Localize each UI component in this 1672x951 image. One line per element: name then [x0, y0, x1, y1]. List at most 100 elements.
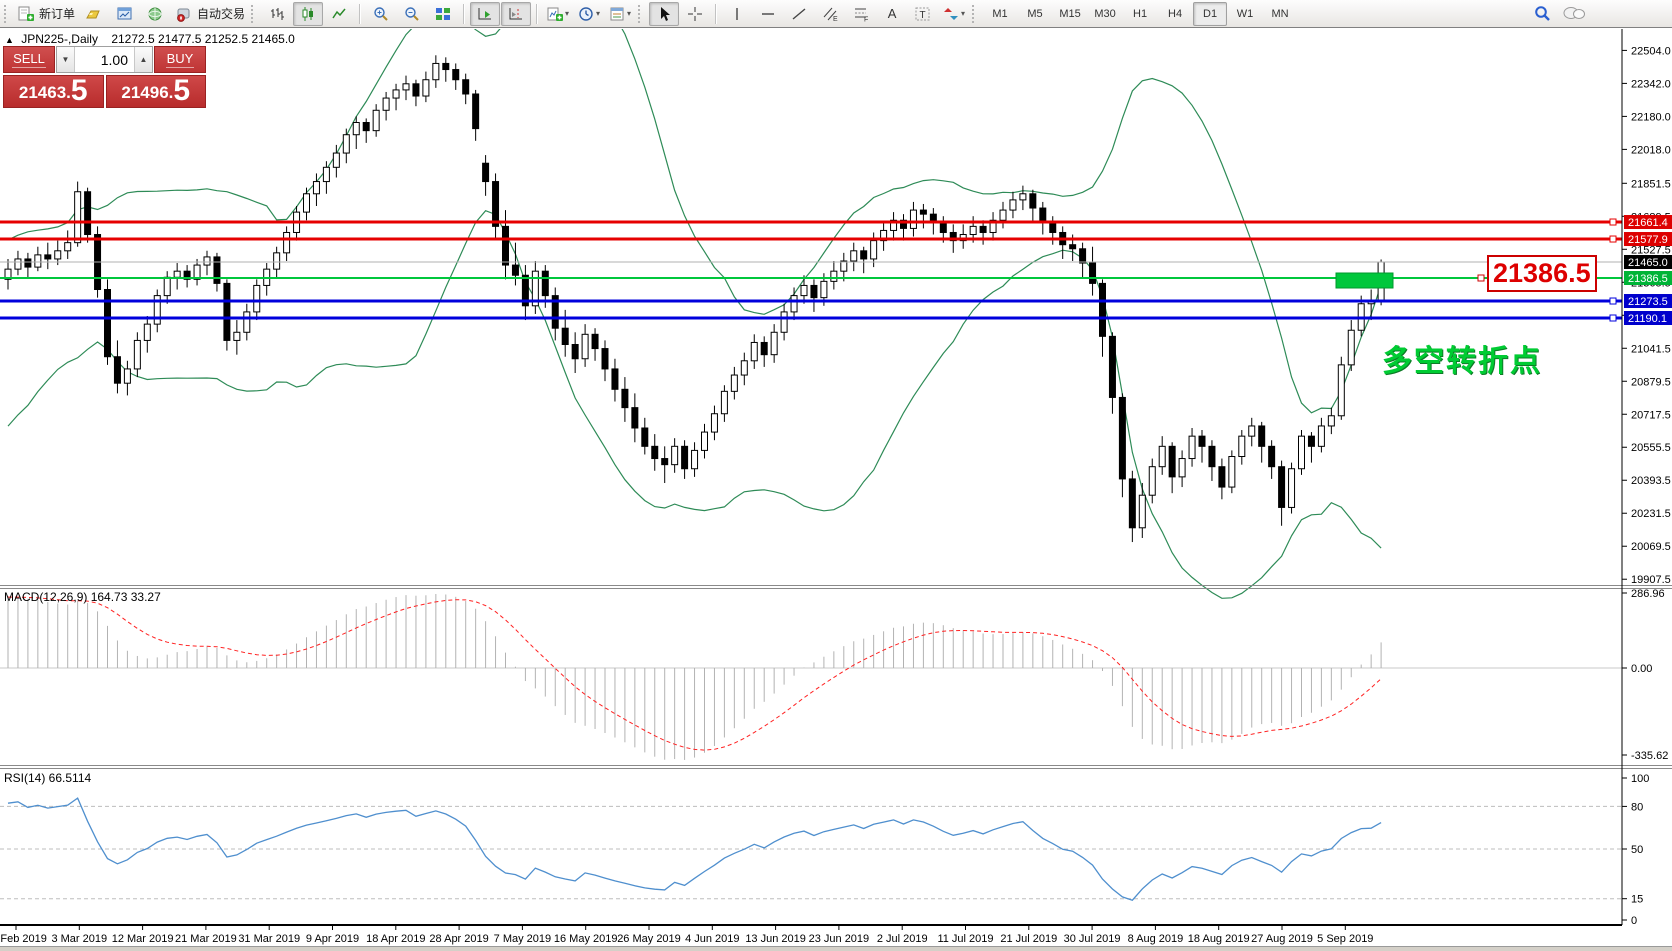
auto-scroll-icon [478, 7, 492, 19]
arrows-button[interactable]: ▾ [939, 2, 969, 26]
volume-input[interactable] [75, 47, 134, 72]
crosshair-button[interactable] [680, 2, 710, 26]
fibonacci-button[interactable]: F [846, 2, 876, 26]
line-chart-button[interactable] [324, 2, 354, 26]
auto-scroll-button[interactable] [470, 1, 501, 26]
templates-dropdown-arrow[interactable]: ▾ [627, 9, 632, 18]
bar-chart-button[interactable] [262, 2, 292, 26]
trendline-button[interactable] [784, 2, 814, 26]
symbol-tree-arrow-icon[interactable]: ▲ [5, 35, 14, 45]
indicators-button[interactable]: ▾ [543, 2, 573, 26]
volume-decrease-button[interactable]: ▼ [57, 47, 75, 72]
tile-windows-icon [436, 7, 451, 20]
zoom-out-button[interactable] [397, 2, 427, 26]
svg-text:T: T [920, 10, 926, 21]
svg-text:31 Mar 2019: 31 Mar 2019 [238, 933, 300, 945]
signal-globe-icon [148, 7, 162, 20]
volume-increase-button[interactable]: ▲ [134, 47, 152, 72]
indicators-dropdown-arrow[interactable]: ▾ [565, 9, 570, 18]
timeframe-d1[interactable]: D1 [1193, 1, 1228, 26]
svg-text:E: E [833, 16, 838, 22]
svg-text:15: 15 [1631, 894, 1643, 906]
zoom-out-icon [405, 6, 419, 21]
vertical-line-button[interactable] [722, 2, 752, 26]
charts-button[interactable] [110, 2, 140, 26]
price-axis: 22504.022342.022180.022018.021851.521689… [1622, 45, 1672, 586]
text-label-button[interactable]: T [908, 2, 938, 26]
sell-button[interactable]: SELL [3, 46, 55, 73]
templates-button[interactable]: ▾ [605, 2, 635, 26]
timeframe-m15[interactable]: M15 [1059, 7, 1081, 20]
svg-text:20717.5: 20717.5 [1631, 409, 1671, 421]
price-callout-label[interactable]: 21386.5 [1487, 255, 1597, 292]
svg-text:12 Mar 2019: 12 Mar 2019 [112, 933, 174, 945]
timeframe-w1[interactable]: W1 [1236, 7, 1254, 20]
text-button[interactable]: A [877, 2, 907, 26]
buy-price-display[interactable]: 21496. 5 [105, 75, 206, 108]
candlestick-chart-button[interactable] [293, 1, 324, 26]
group-drag-handle[interactable] [972, 4, 978, 23]
toolbar-drag-handle[interactable] [4, 4, 10, 23]
svg-text:21190.1: 21190.1 [1628, 313, 1667, 325]
volume-control: ▼ ▲ [56, 46, 153, 73]
toolbar-separator [715, 3, 718, 24]
timeframe-mn[interactable]: MN [1271, 7, 1289, 20]
svg-text:23 Jun 2019: 23 Jun 2019 [809, 933, 870, 945]
svg-text:27 Aug 2019: 27 Aug 2019 [1251, 933, 1313, 945]
chart-info-line: ▲ JPN225-,Daily 21272.5 21477.5 21252.5 … [5, 32, 295, 46]
sell-price-display[interactable]: 21463. 5 [3, 75, 104, 108]
timeframe-h4[interactable]: H4 [1168, 7, 1183, 20]
chart-text-annotation[interactable]: 多空转折点 [1382, 345, 1542, 378]
tile-windows-button[interactable] [428, 2, 458, 26]
chat-icon[interactable] [1562, 5, 1586, 22]
timeframe-m1[interactable]: M1 [992, 7, 1008, 20]
svg-text:20069.5: 20069.5 [1631, 541, 1671, 553]
timeframe-h1[interactable]: H1 [1133, 7, 1148, 20]
bar-chart-icon [271, 7, 285, 20]
buy-button[interactable]: BUY [154, 46, 206, 73]
svg-text:21273.5: 21273.5 [1628, 296, 1668, 308]
group-drag-handle[interactable] [251, 4, 257, 23]
svg-text:21577.9: 21577.9 [1628, 234, 1668, 246]
svg-text:0: 0 [1631, 915, 1637, 927]
clock-icon [579, 6, 593, 21]
new-order-label: 新订单 [39, 7, 76, 21]
timeframe-m30[interactable]: M30 [1094, 7, 1116, 20]
svg-text:22504.0: 22504.0 [1631, 45, 1671, 57]
horizontal-line-button[interactable] [753, 2, 783, 26]
chart-shift-button[interactable] [501, 1, 532, 26]
svg-text:50: 50 [1631, 844, 1643, 856]
svg-text:286.96: 286.96 [1631, 588, 1665, 600]
svg-text:21 Jul 2019: 21 Jul 2019 [1000, 933, 1057, 945]
candlestick-icon [302, 6, 314, 21]
group-drag-handle[interactable] [638, 4, 644, 23]
signals-button[interactable] [141, 2, 171, 26]
deposit-button[interactable] [79, 2, 109, 26]
search-icon[interactable] [1534, 5, 1552, 22]
one-click-trading-panel: SELL ▼ ▲ BUY 21463.5 21496.5 [3, 46, 206, 108]
svg-text:21 Feb 2019: 21 Feb 2019 [0, 933, 47, 945]
equidistant-channel-button[interactable]: E [815, 2, 845, 26]
periods-button[interactable]: ▾ [574, 2, 604, 26]
svg-text:5 Sep 2019: 5 Sep 2019 [1317, 933, 1373, 945]
indicators-icon [547, 7, 564, 21]
timeframe-m5[interactable]: M5 [1027, 7, 1043, 20]
line-chart-icon [332, 8, 346, 18]
toolbar-separator [359, 3, 362, 24]
highlight-rectangle [1335, 272, 1394, 289]
svg-text:30 Jul 2019: 30 Jul 2019 [1064, 933, 1121, 945]
new-order-button[interactable]: 新订单 [15, 2, 78, 26]
periods-dropdown-arrow[interactable]: ▾ [596, 9, 601, 18]
svg-text:18 Apr 2019: 18 Apr 2019 [366, 933, 425, 945]
autotrading-button[interactable]: 自动交易 [172, 2, 248, 26]
cursor-button[interactable] [649, 1, 680, 26]
svg-text:21386.5: 21386.5 [1628, 273, 1668, 285]
zoom-in-button[interactable] [366, 2, 396, 26]
arrows-dropdown-arrow[interactable]: ▾ [961, 9, 966, 18]
svg-text:18 Aug 2019: 18 Aug 2019 [1188, 933, 1250, 945]
panel-frames [0, 29, 1672, 926]
candles [4, 55, 1385, 543]
svg-text:4 Jun 2019: 4 Jun 2019 [685, 933, 739, 945]
horizontal-line-icon [762, 12, 775, 15]
